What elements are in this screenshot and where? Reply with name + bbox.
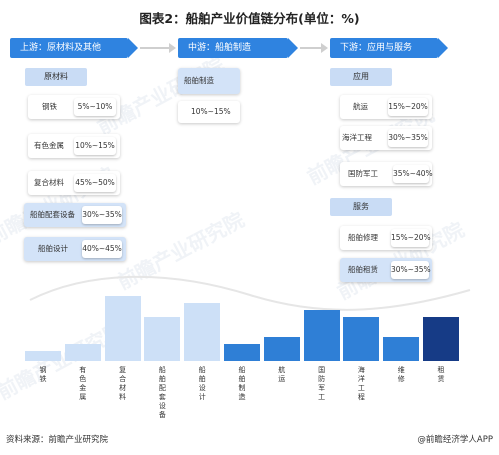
bar <box>144 316 181 361</box>
arrow-connector <box>140 47 170 49</box>
item-pct: 5%~10% <box>74 98 116 116</box>
item-label: 国防军工 <box>348 169 378 178</box>
item-ship-design: 船舶设计 40%~45% <box>24 237 126 261</box>
bar <box>104 296 141 361</box>
item-shipping: 航运 15%~20% <box>340 95 432 119</box>
item-pct: 40%~45% <box>82 240 122 258</box>
decorative-curve <box>29 275 471 311</box>
stage-downstream: 下游：应用与服务 <box>330 38 448 58</box>
item-steel: 钢铁 5%~10% <box>28 95 120 119</box>
item-label: 船舶制造 <box>184 76 214 85</box>
item-label: 船舶修理 <box>348 233 378 242</box>
shipbuilding-pct-box: 10%~15% <box>178 101 240 123</box>
x-tick-label: 航运 <box>278 366 286 383</box>
x-tick-label: 有色金属 <box>79 366 87 401</box>
category-raw-materials: 原材料 <box>25 68 87 86</box>
item-nonferrous: 有色金属 10%~15% <box>28 134 120 158</box>
x-tick-label: 复合材料 <box>119 366 127 401</box>
x-tick-label: 钢铁 <box>39 366 47 383</box>
category-shipbuilding: 船舶制造 <box>178 68 240 94</box>
item-pct: 10%~15% <box>191 107 231 116</box>
item-pct: 15%~20% <box>391 229 431 247</box>
x-tick-label: 海洋工程 <box>357 366 365 401</box>
bar <box>224 344 260 361</box>
arrow-right-icon <box>321 43 328 53</box>
item-pct: 35%~40% <box>393 165 433 183</box>
stage-midstream: 中游：船舶制造 <box>178 38 298 58</box>
item-label: 船舶配套设备 <box>30 210 75 219</box>
chart-title: 图表2：船舶产业价值链分布(单位：%) <box>139 11 360 26</box>
bar <box>343 316 380 361</box>
arrow-right-icon <box>169 43 176 53</box>
bar <box>184 303 221 361</box>
bar <box>303 310 340 361</box>
item-marine-equipment: 船舶配套设备 30%~35% <box>24 203 126 227</box>
item-pct: 30%~35% <box>391 261 431 279</box>
item-label: 海洋工程 <box>342 133 372 142</box>
item-marine-engineering: 海洋工程 30%~35% <box>340 126 432 150</box>
item-pct: 15%~20% <box>388 98 428 116</box>
category-application: 应用 <box>330 68 392 86</box>
item-label: 船舶租赁 <box>348 265 378 274</box>
item-label: 航运 <box>353 102 368 111</box>
stage-upstream: 上游：原材料及其他 <box>10 38 138 58</box>
item-pct: 45%~50% <box>74 174 116 192</box>
x-tick-label: 维修 <box>397 366 405 383</box>
source-text: 资料来源：前瞻产业研究院 <box>6 435 109 445</box>
x-tick-label: 国防军工 <box>318 366 326 401</box>
item-label: 船舶设计 <box>38 244 68 253</box>
arrow-connector <box>300 47 322 49</box>
item-pct: 10%~15% <box>74 137 116 155</box>
item-label: 钢铁 <box>42 102 57 111</box>
category-services: 服务 <box>330 198 392 216</box>
bar <box>64 344 101 361</box>
item-composite: 复合材料 45%~50% <box>28 171 120 195</box>
x-tick-label: 船舶配套设备 <box>158 366 166 419</box>
item-label: 复合材料 <box>34 178 64 187</box>
bar <box>263 337 300 361</box>
bar <box>383 337 420 361</box>
item-ship-leasing: 船舶租赁 30%~35% <box>340 258 432 282</box>
item-defense: 国防军工 35%~40% <box>340 162 433 186</box>
bar <box>423 316 459 361</box>
item-pct: 30%~35% <box>388 129 428 147</box>
brand-text: @前瞻经济学人APP <box>417 435 493 445</box>
item-ship-repair: 船舶修理 15%~20% <box>340 226 432 250</box>
x-tick-label: 船舶设计 <box>198 366 206 401</box>
x-tick-label: 租赁 <box>437 366 445 383</box>
x-tick-label: 船舶制造 <box>238 366 246 401</box>
item-label: 有色金属 <box>34 141 64 150</box>
item-pct: 30%~35% <box>82 206 122 224</box>
bar <box>25 350 61 361</box>
